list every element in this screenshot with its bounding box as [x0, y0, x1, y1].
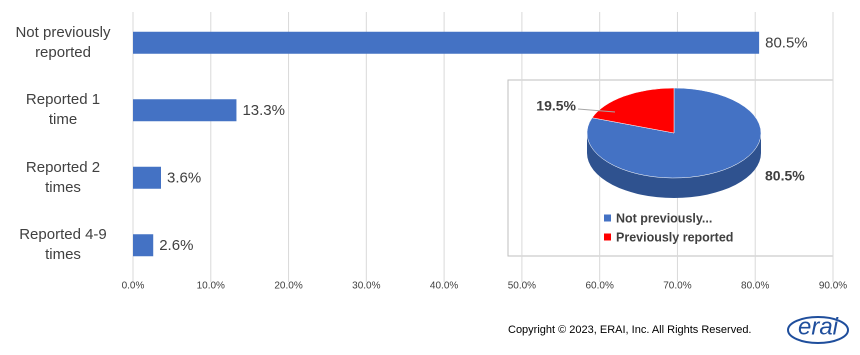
value-label: 13.3%: [242, 102, 285, 119]
logo-swoosh: [787, 316, 849, 344]
x-tick-label: 90.0%: [819, 281, 847, 292]
bar: [133, 31, 760, 54]
pie-slice: [586, 87, 762, 179]
y-tick-label: Reported 2 times: [25, 158, 101, 196]
value-label: 3.6%: [167, 170, 201, 187]
y-tick-label: Reported 4-9 times: [19, 226, 107, 264]
x-tick-label: 20.0%: [274, 281, 302, 292]
copyright: Copyright © 2023, ERAI, Inc. All Rights …: [508, 324, 752, 336]
x-tick-label: 70.0%: [663, 281, 691, 292]
x-tick-label: 30.0%: [352, 281, 380, 292]
x-tick-label: 40.0%: [430, 281, 458, 292]
pie-slice: [591, 87, 675, 134]
x-tick-label: 0.0%: [122, 281, 145, 292]
value-label: 19.5%: [536, 98, 576, 114]
bar: [133, 99, 237, 122]
legend-swatch: [604, 214, 611, 222]
bar: [133, 234, 154, 257]
leader-line: [577, 108, 616, 113]
x-tick-label: 10.0%: [197, 281, 225, 292]
x-tick-label: 50.0%: [508, 281, 536, 292]
x-tick-label: 80.0%: [741, 281, 769, 292]
bar: [133, 166, 161, 189]
pie-side: [587, 133, 761, 198]
y-tick-label: Reported 1 time: [25, 91, 101, 129]
legend-label: Not previously...: [616, 211, 712, 225]
x-tick-label: 60.0%: [585, 281, 613, 292]
logo: erai: [798, 313, 839, 340]
legend-label: Previously reported: [616, 230, 733, 244]
value-label: 2.6%: [159, 237, 193, 254]
legend-swatch: [604, 233, 611, 241]
y-tick-label: Not previously reported: [15, 23, 111, 61]
value-label: 80.5%: [765, 35, 808, 52]
value-label: 80.5%: [765, 168, 805, 184]
